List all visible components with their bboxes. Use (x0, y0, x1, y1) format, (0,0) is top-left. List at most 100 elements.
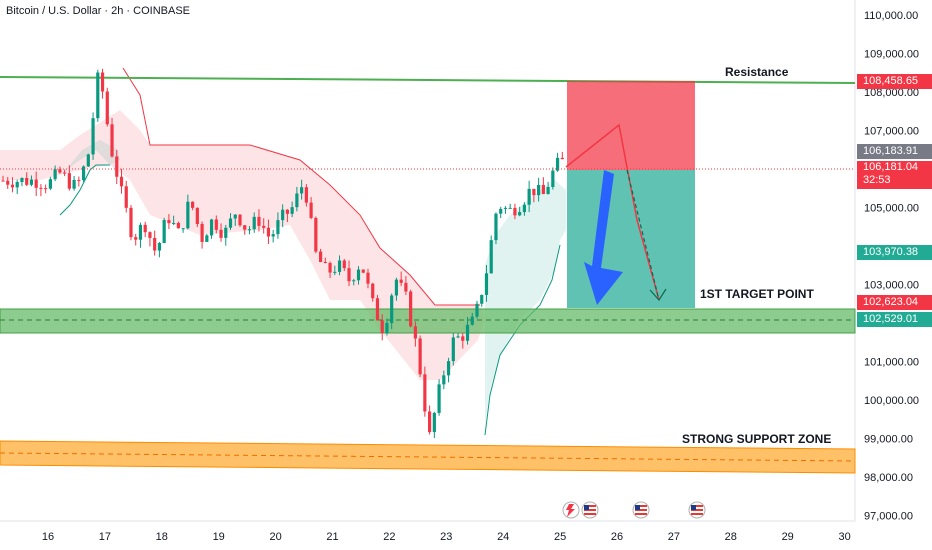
candle (318, 248, 323, 263)
candle (451, 332, 455, 366)
candle (385, 318, 389, 336)
candle (53, 165, 57, 182)
candle (399, 271, 403, 287)
candle (404, 276, 408, 296)
candle (238, 214, 242, 227)
target-zone (0, 308, 856, 334)
annotation-target: 1ST TARGET POINT (700, 287, 814, 301)
us-flag-icon[interactable] (632, 501, 650, 519)
x-axis-ticks: 16 17 18 19 20 21 22 23 24 25 26 27 28 29 30 (42, 531, 851, 543)
candle (532, 188, 536, 203)
candle (337, 255, 342, 276)
candle (390, 293, 394, 330)
x-tick-label: 21 (326, 531, 338, 543)
candle (300, 179, 304, 200)
candle (119, 168, 124, 194)
candle (176, 221, 180, 229)
candle (63, 169, 67, 177)
y-tick-label: 103,000.00 (864, 280, 919, 292)
x-tick-label: 25 (554, 531, 566, 543)
y-tick-label: 99,000.00 (864, 434, 913, 446)
candle (157, 241, 162, 258)
x-tick-label: 23 (440, 531, 452, 543)
candle (6, 176, 10, 189)
candle (555, 152, 560, 172)
candle (446, 357, 451, 383)
candle (224, 224, 228, 246)
candle (285, 209, 289, 223)
candle (494, 212, 498, 245)
short-position-tool[interactable] (567, 81, 695, 308)
candle (86, 153, 90, 167)
candle (560, 151, 564, 160)
candle (276, 212, 280, 239)
candle (129, 205, 133, 241)
candle (15, 179, 19, 194)
y-tick-label: 107,000.00 (864, 126, 919, 138)
candle (44, 184, 48, 194)
price-label-zone: 102,529.01 (857, 312, 932, 327)
candle (361, 269, 365, 274)
candle (551, 167, 555, 190)
x-tick-label: 30 (838, 531, 850, 543)
candle (375, 294, 380, 321)
candle (148, 231, 152, 247)
candle (304, 184, 308, 207)
candle (29, 175, 34, 187)
candle (77, 176, 81, 187)
price-label-target: 102,623.04 (857, 295, 932, 310)
candle (352, 278, 356, 286)
candle (428, 405, 432, 435)
candle (546, 181, 550, 195)
y-tick-label: 109,000.00 (864, 49, 919, 61)
x-tick-label: 28 (725, 531, 737, 543)
candle (295, 186, 299, 212)
y-tick-label: 105,000.00 (864, 203, 919, 215)
candle (134, 233, 138, 246)
candle (48, 176, 52, 191)
price-label-last: 106,183.91 (857, 144, 932, 159)
candle (418, 335, 422, 378)
price-label-current: 106,181.04 32:53 (857, 161, 932, 189)
candle (228, 213, 233, 231)
candle (195, 207, 199, 227)
candle (25, 172, 29, 187)
candle (527, 180, 531, 213)
candle (91, 112, 95, 160)
candle (342, 258, 346, 272)
x-tick-label: 27 (668, 531, 680, 543)
candle (1, 175, 5, 182)
candle (200, 221, 204, 249)
candle (461, 333, 465, 349)
candle (115, 149, 119, 185)
candle (281, 204, 285, 228)
x-tick-label: 18 (156, 531, 168, 543)
candle (465, 316, 470, 345)
annotation-resistance: Resistance (725, 65, 789, 79)
candle (153, 230, 157, 256)
price-label-resistance: 108,458.65 (857, 74, 932, 89)
event-icons (562, 501, 706, 519)
x-tick-label: 26 (611, 531, 623, 543)
support-zone (0, 440, 856, 474)
us-flag-icon[interactable] (688, 501, 706, 519)
candle (209, 218, 214, 239)
candle (480, 294, 484, 307)
x-tick-label: 17 (99, 531, 111, 543)
candle (356, 266, 361, 285)
candle (394, 277, 399, 301)
event-icon-flash[interactable] (562, 501, 580, 519)
candle (257, 209, 261, 232)
candle (409, 289, 413, 328)
candle (347, 260, 351, 287)
candle (233, 214, 237, 226)
resistance-line[interactable] (0, 76, 856, 84)
candle (518, 206, 522, 217)
y-tick-label: 100,000.00 (864, 395, 919, 407)
candle (100, 68, 105, 99)
x-tick-label: 16 (42, 531, 54, 543)
candle (181, 228, 185, 233)
us-flag-icon[interactable] (581, 501, 599, 519)
projection-path (565, 123, 667, 301)
